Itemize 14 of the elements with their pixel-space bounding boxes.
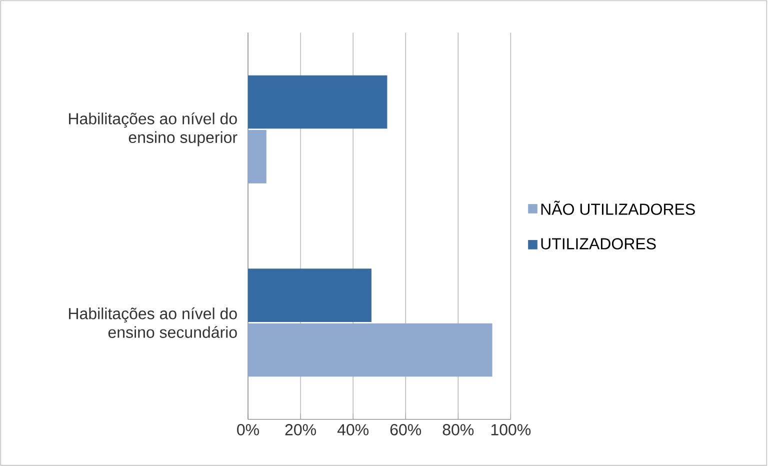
x-tick-label: 60%	[390, 424, 422, 436]
x-tick-label: 40%	[337, 424, 369, 436]
x-tick-label: 0%	[237, 424, 259, 436]
legend-label: NÃO UTILIZADORES	[541, 200, 695, 215]
x-tick-label: 100%	[491, 424, 531, 436]
y-tick-label: Habilitações ao nível do ensino secundário	[69, 307, 237, 338]
x-tick-label: 20%	[285, 424, 316, 436]
bar	[248, 323, 492, 377]
bar	[248, 75, 388, 129]
bar	[248, 130, 266, 184]
legend-label: UTILIZADORES	[541, 238, 656, 250]
x-tick-label: 80%	[442, 424, 474, 436]
y-tick-label: Habilitações ao nível do ensino superior	[69, 112, 238, 146]
bar	[248, 268, 372, 322]
